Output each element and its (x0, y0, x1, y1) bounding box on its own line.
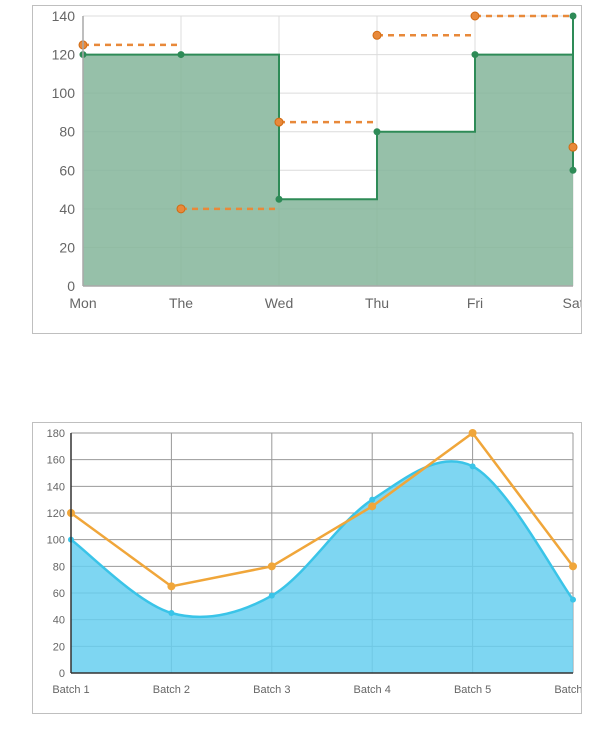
x-tick-label: Batch 1 (52, 684, 89, 696)
x-tick-label: Batch 5 (454, 684, 491, 696)
step-marker (374, 128, 381, 135)
orange-marker (167, 582, 175, 590)
y-tick-label: 40 (53, 615, 65, 627)
chart-bottom: 0 20 40 60 80 100 120 140 160 180 Batch 1 Batch 2 Ba… (32, 422, 582, 714)
chart-top: 0 20 40 60 80 100 120 140 Mon The Wed Thu Fri Sat (32, 5, 582, 334)
y-tick-label: 40 (59, 201, 75, 217)
y-tick-label: 20 (59, 239, 75, 255)
y-tick-label: 140 (52, 8, 76, 24)
dashed-marker (569, 143, 577, 151)
step-marker (472, 51, 479, 58)
x-tick-label: Batch 4 (354, 684, 391, 696)
orange-marker (368, 502, 376, 510)
step-area-fill (83, 16, 573, 286)
x-tick-label: Fri (467, 295, 483, 311)
y-tick-label: 180 (47, 428, 65, 440)
y-tick-label: 160 (47, 455, 65, 467)
blue-marker (168, 610, 174, 616)
blue-marker (369, 497, 375, 503)
y-tick-label: 140 (47, 481, 65, 493)
y-tick-label: 100 (47, 535, 65, 547)
x-tick-label: Thu (365, 295, 389, 311)
step-marker (570, 167, 577, 174)
dashed-marker (177, 205, 185, 213)
dashed-marker (275, 118, 283, 126)
dashed-marker (471, 12, 479, 20)
orange-marker (469, 429, 477, 437)
page: 0 20 40 60 80 100 120 140 Mon The Wed Thu Fri Sat 0 20… (0, 0, 597, 747)
orange-marker (268, 562, 276, 570)
y-tick-label: 100 (52, 85, 76, 101)
step-marker (276, 196, 283, 203)
y-tick-label: 60 (59, 162, 75, 178)
y-tick-label: 0 (59, 668, 65, 680)
y-tick-label: 120 (52, 47, 76, 63)
x-tick-label: Batch 2 (153, 684, 190, 696)
y-tick-label: 80 (59, 124, 75, 140)
x-tick-label: Batch 6 (554, 684, 581, 696)
dashed-marker (373, 31, 381, 39)
x-tick-label: The (169, 295, 193, 311)
y-tick-label: 80 (53, 561, 65, 573)
blue-marker (570, 597, 576, 603)
x-tick-label: Wed (265, 295, 294, 311)
y-tick-label: 20 (53, 641, 65, 653)
step-marker (178, 51, 185, 58)
x-tick-label: Mon (69, 295, 96, 311)
blue-marker (470, 463, 476, 469)
y-tick-label: 0 (67, 278, 75, 294)
orange-marker (569, 562, 577, 570)
y-tick-label: 60 (53, 588, 65, 600)
blue-marker (269, 593, 275, 599)
y-tick-label: 120 (47, 508, 65, 520)
x-tick-label: Batch 3 (253, 684, 290, 696)
x-tick-label: Sat (562, 295, 581, 311)
chart-top-svg: 0 20 40 60 80 100 120 140 Mon The Wed Thu Fri Sat (33, 6, 581, 333)
chart-bottom-svg: 0 20 40 60 80 100 120 140 160 180 Batch 1 Batch 2 Ba… (33, 423, 581, 713)
